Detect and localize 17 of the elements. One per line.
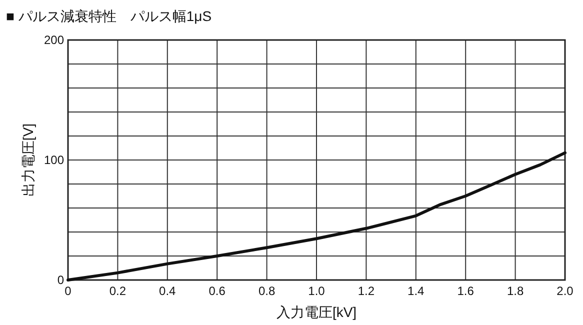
x-tick-label: 1.2 xyxy=(358,284,375,298)
x-tick-label: 0.2 xyxy=(109,284,126,298)
y-tick-label: 0 xyxy=(57,273,64,287)
x-tick-label: 1.6 xyxy=(457,284,474,298)
y-tick-label: 200 xyxy=(44,33,64,47)
y-tick-label: 100 xyxy=(44,153,64,167)
x-tick-label: 1.8 xyxy=(506,284,524,298)
line-series xyxy=(66,151,566,282)
x-tick-label: 2.0 xyxy=(556,284,574,298)
y-axis-title: 出力電圧[V] xyxy=(20,123,36,197)
x-tick-label: 0.6 xyxy=(208,284,226,298)
x-tick-label: 1.4 xyxy=(408,284,425,298)
x-axis-title: 入力電圧[kV] xyxy=(276,304,357,320)
x-tick-label: 0.4 xyxy=(159,284,176,298)
x-tick-label: 1.0 xyxy=(308,284,326,298)
chart-title: ■ パルス減衰特性 パルス幅1μS xyxy=(6,8,212,24)
x-tick-label: 0.8 xyxy=(258,284,276,298)
